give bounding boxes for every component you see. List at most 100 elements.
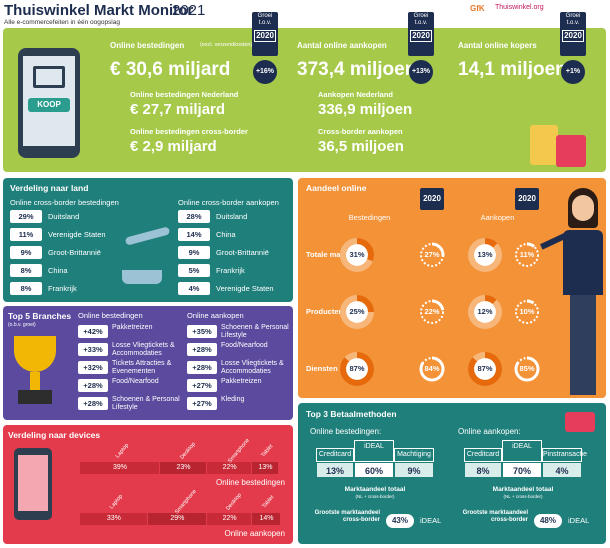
country-name: Verenigde Staten [216,284,274,293]
trophy [14,336,56,372]
country-name: China [216,230,236,239]
donut [419,299,445,325]
cross-method: iDEAL [420,516,442,525]
branch-name: Schoenen & Personal Lifestyle [112,396,180,411]
row-label: Diensten [306,364,338,373]
cross-label: Grootste marktaandeel cross-border [462,510,528,523]
branch-name: Losse Vliegtickets & Accommodaties [112,342,175,357]
segment-label: 39% [112,464,127,471]
donut-arc [419,299,445,325]
bar-segment [207,513,252,525]
percent-pill: 4% [178,282,210,295]
cross-value: 43% [386,514,414,528]
country-name: Groot-Brittannië [216,248,269,257]
sub-kpi-value: 336,9 miljoen [318,101,413,118]
donut-center [346,358,368,380]
bar-caption: Online aankopen [224,529,286,538]
donut-track [515,300,539,324]
sub-kpi-label: Cross-border aankopen [318,127,403,136]
growth-pill: +28% [187,361,217,374]
sub-kpi-label: Online bestedingen Nederland [130,90,239,99]
sub-kpi-label: Online bestedingen cross-border [130,127,248,136]
growth-pill: +27% [187,379,217,392]
panel-title: Verdeling naar devices [8,430,101,440]
sub-kpi-value: € 27,7 miljard [130,101,226,118]
donut [340,352,374,386]
bar-segment [252,513,280,525]
ship [122,270,162,284]
method-share: 13% [316,462,354,478]
growth-pill: +33% [78,343,108,356]
trophy [30,372,40,390]
donut-label: 10% [519,307,535,316]
bags [530,125,558,165]
donut [340,295,374,329]
column-title: Online bestedingen [78,311,143,320]
person-legs [570,295,596,395]
method-name: Pinstransactie [542,448,587,462]
donut-arc [468,295,502,329]
kpi-label: Aantal online aankopen [297,41,387,50]
phone-screen [18,455,48,511]
growth-pill: +28% [78,379,108,392]
branch-name: Tickets Attracties & Evenementen [112,360,172,375]
percent-pill: 29% [10,210,42,223]
percent-pill: 9% [10,246,42,259]
bar-segment [80,462,159,474]
donut-center [346,301,368,323]
buy-button[interactable]: KOOP [28,98,70,112]
donut [468,352,502,386]
column-title: Online aankopen [187,311,244,320]
donut-label: 11% [519,250,535,259]
percent-pill: 8% [10,264,42,277]
percent-pill: 8% [10,282,42,295]
country-name: China [48,266,68,275]
donut-arc [468,238,502,272]
sub-kpi-value: 36,5 miljoen [318,138,404,155]
branch-name: Losse Vliegtickets & Accommodaties [221,360,284,375]
branch-name: Kleding [221,396,245,403]
logo: Thuiswinkel.org [495,4,544,11]
donut-label: 87% [349,364,365,373]
donut [468,238,502,272]
donut-arc [340,238,374,272]
growth-badge [252,12,278,56]
bar-segment [159,462,207,474]
year: 2021 [172,2,206,19]
cart [33,66,65,88]
trophy [18,390,52,404]
donut-arc [514,356,540,382]
badge-text: Groei [565,13,581,19]
segment-label: 23% [176,464,191,471]
segment-label: 14% [259,515,274,522]
donut [468,295,502,329]
total-label: Marktaandeel totaal [492,486,554,493]
branch-name: Schoenen & Personal Lifestyle [221,324,289,339]
segment-label: 22% [222,464,237,471]
branch-name: Pakketreizen [112,324,153,331]
kpi-value: 14,1 miljoen [458,59,567,80]
donut-center [474,244,496,266]
donut-label: 12% [477,307,493,316]
segment-label: 33% [106,515,121,522]
country-name: Duitsland [48,212,80,221]
method-name: iDEAL [354,440,394,462]
panel-title: Verdeling naar land [10,183,89,193]
card [565,412,595,432]
percent-pill: 11% [10,228,42,241]
growth-circle: +1% [561,60,585,84]
subtitle: Alle e-commercefeiten in één oogopslag [4,19,120,26]
donut-arc [419,242,445,268]
donut-label: 25% [349,307,365,316]
total-label: Marktaandeel totaal [344,486,406,493]
bar-caption: Online bestedingen [216,478,285,487]
total-note: (NL + cross-border) [355,494,395,499]
person-body [563,230,603,295]
column-title: Online bestedingen: [310,427,382,436]
donut-label: 31% [349,250,365,259]
bags [556,135,586,167]
donut-arc [468,352,502,386]
country-name: Duitsland [216,212,248,221]
kpi-label: Online bestedingen [110,41,185,50]
column-title: Online cross-border aankopen [178,198,279,207]
